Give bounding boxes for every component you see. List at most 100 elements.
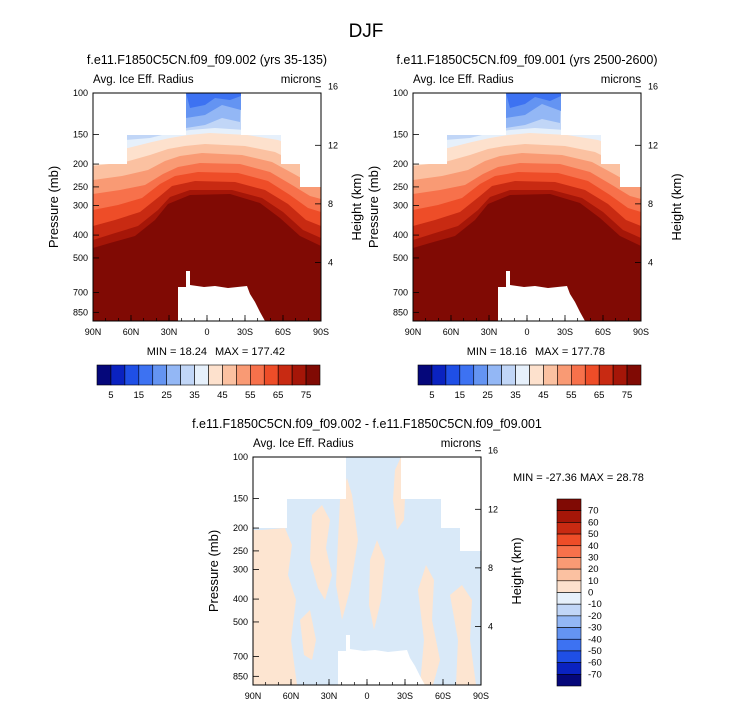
- panel-1-colorbar-label: 35: [189, 390, 200, 401]
- panel-2-colorbar-swatch: [571, 364, 586, 386]
- panel-2-colorbar-label: 65: [594, 390, 605, 401]
- panel-3-y-right-tick-label: 4: [488, 621, 493, 631]
- panel-2-x-tick-label: 30N: [481, 327, 498, 337]
- panel-2-colorbar-swatch: [501, 364, 516, 386]
- panel-3: f.e11.F1850C5CN.f09_f09.002 - f.e11.F185…: [192, 417, 644, 701]
- panel-2-colorbar-swatch: [515, 364, 530, 386]
- panel-3-y-tick-label: 500: [233, 617, 248, 627]
- panel-2-colorbar-swatch: [612, 364, 628, 386]
- panel-1-ylabel-right: Height (km): [349, 173, 364, 240]
- panel-2-colorbar-swatch: [473, 364, 488, 386]
- panel-3-colorbar-label: 70: [588, 506, 599, 517]
- panel-1-y-right-tick-label: 12: [328, 140, 338, 150]
- panel-1-y-tick-label: 500: [73, 253, 88, 263]
- panel-2-colorbar-swatch: [584, 364, 600, 386]
- panel-2-y-tick-label: 200: [393, 159, 408, 169]
- panel-2-colorbar-label: 25: [482, 390, 493, 401]
- panel-1-x-tick-label: 90S: [313, 327, 329, 337]
- panel-3-colorbar-swatch: [556, 674, 582, 687]
- panel-1-axes: 90N 60N 30N 0 30S 60S 90S 100 150 200 250 300 400 500…: [73, 82, 338, 337]
- panel-1-colorbar-label: 15: [134, 390, 145, 401]
- panel-2-colorbar-swatch: [598, 364, 614, 386]
- panel-1-min-label: MIN = 18.24: [147, 346, 207, 358]
- panel-1-y-tick-label: 250: [73, 182, 88, 192]
- panel-2-colorbar-label: 5: [429, 390, 434, 401]
- panel-1-colorbar-swatch: [222, 364, 237, 386]
- panel-1-colorbar-label: 55: [245, 390, 256, 401]
- panel-3-ylabel-right: Height (km): [509, 537, 524, 604]
- panel-2-x-tick-label: 90N: [405, 327, 422, 337]
- panel-1-y-right-tick-label: 4: [328, 257, 333, 267]
- panel-2-y-tick-label: 250: [393, 182, 408, 192]
- panel-2-colorbar-label: 55: [566, 390, 577, 401]
- panel-2-min-label: MIN = 18.16: [467, 346, 527, 358]
- panel-2-y-tick-label: 500: [393, 253, 408, 263]
- panel-1-colorbar-swatch: [152, 364, 167, 386]
- panel-2-x-tick-label: 0: [524, 327, 529, 337]
- panel-3-colorbar-label: -70: [588, 669, 602, 680]
- panel-3-colorbar-swatch: [556, 498, 582, 511]
- panel-3-y-right-tick-label: 12: [488, 504, 498, 514]
- panel-1-colorbar-swatch: [291, 364, 307, 386]
- panel-1-x-tick-label: 30N: [161, 327, 178, 337]
- panel-3-y-tick-label: 850: [233, 671, 248, 681]
- panel-3-colorbar-swatch: [556, 522, 582, 535]
- panel-1-units-label: microns: [281, 74, 322, 86]
- panel-3-colorbar-swatch: [556, 603, 582, 617]
- panel-2-ylabel-right: Height (km): [669, 173, 684, 240]
- panel-2-title: f.e11.F1850C5CN.f09_f09.001 (yrs 2500-26…: [396, 53, 657, 67]
- panel-1: f.e11.F1850C5CN.f09_f09.002 (yrs 35-135)…: [46, 53, 364, 401]
- panel-3-colorbar-swatch: [556, 510, 582, 523]
- panel-2-y-tick-label: 100: [393, 88, 408, 98]
- panel-3-x-tick-label: 0: [364, 691, 369, 701]
- panel-2-colorbar-label: 75: [622, 390, 633, 401]
- panel-2-colorbar-swatch: [445, 364, 461, 386]
- panel-1-x-tick-label: 90N: [85, 327, 102, 337]
- panel-1-y-right-tick-label: 8: [328, 199, 333, 209]
- panel-3-x-tick-label: 30S: [397, 691, 413, 701]
- panel-1-colorbar-swatch: [250, 364, 265, 386]
- panel-1-y-tick-label: 150: [73, 130, 88, 140]
- panel-3-colorbar-label: -10: [588, 599, 602, 610]
- panel-1-x-tick-label: 30S: [237, 327, 253, 337]
- panel-2-colorbar-label: 45: [538, 390, 549, 401]
- panel-1-y-tick-label: 700: [73, 287, 88, 297]
- panel-3-colorbar-label: -40: [588, 634, 602, 645]
- panel-3-x-tick-label: 60S: [435, 691, 451, 701]
- panel-1-y-tick-label: 400: [73, 230, 88, 240]
- page-title: DJF: [349, 21, 384, 42]
- panel-3-colorbar-label: 0: [588, 588, 593, 599]
- panel-2-y-right-tick-label: 16: [648, 82, 658, 92]
- panel-1-y-right-tick-label: 16: [328, 82, 338, 92]
- panel-1-colorbar-swatch: [138, 364, 154, 386]
- panel-3-colorbar-label: -20: [588, 611, 602, 622]
- panel-2-colorbar-label: 15: [455, 390, 466, 401]
- panel-2-y-tick-label: 850: [393, 307, 408, 317]
- panel-3-y-tick-label: 250: [233, 546, 248, 556]
- panel-2-colorbar-swatch: [431, 364, 447, 386]
- panel-2-y-right-tick-label: 12: [648, 140, 658, 150]
- panel-3-y-tick-label: 100: [233, 452, 248, 462]
- panel-2-colorbar-swatch: [459, 364, 475, 386]
- panel-3-colorbar-swatch: [556, 580, 582, 593]
- panel-1-x-tick-label: 60N: [123, 327, 140, 337]
- panel-2-y-tick-label: 150: [393, 130, 408, 140]
- panel-2-ylabel: Pressure (mb): [366, 166, 381, 248]
- panel-2-units-label: microns: [601, 74, 642, 86]
- panel-3-y-tick-label: 200: [233, 523, 248, 533]
- panel-2-y-tick-label: 400: [393, 230, 408, 240]
- panel-1-colorbar-swatch: [166, 364, 181, 386]
- panel-1-colorbar-swatch: [180, 364, 195, 386]
- panel-2-y-tick-label: 700: [393, 287, 408, 297]
- panel-2: f.e11.F1850C5CN.f09_f09.001 (yrs 2500-26…: [366, 53, 684, 401]
- panel-2-colorbar: 5 15 25 35 45 55 65 75: [417, 364, 642, 401]
- panel-2-y-right-tick-label: 4: [648, 257, 653, 267]
- panel-1-colorbar-label: 25: [161, 390, 172, 401]
- panel-3-colorbar-swatch: [556, 568, 582, 582]
- panel-2-colorbar-label: 35: [510, 390, 521, 401]
- panel-1-colorbar-label: 75: [301, 390, 312, 401]
- panel-2-field: [413, 93, 641, 321]
- panel-1-colorbar-swatch: [305, 364, 321, 386]
